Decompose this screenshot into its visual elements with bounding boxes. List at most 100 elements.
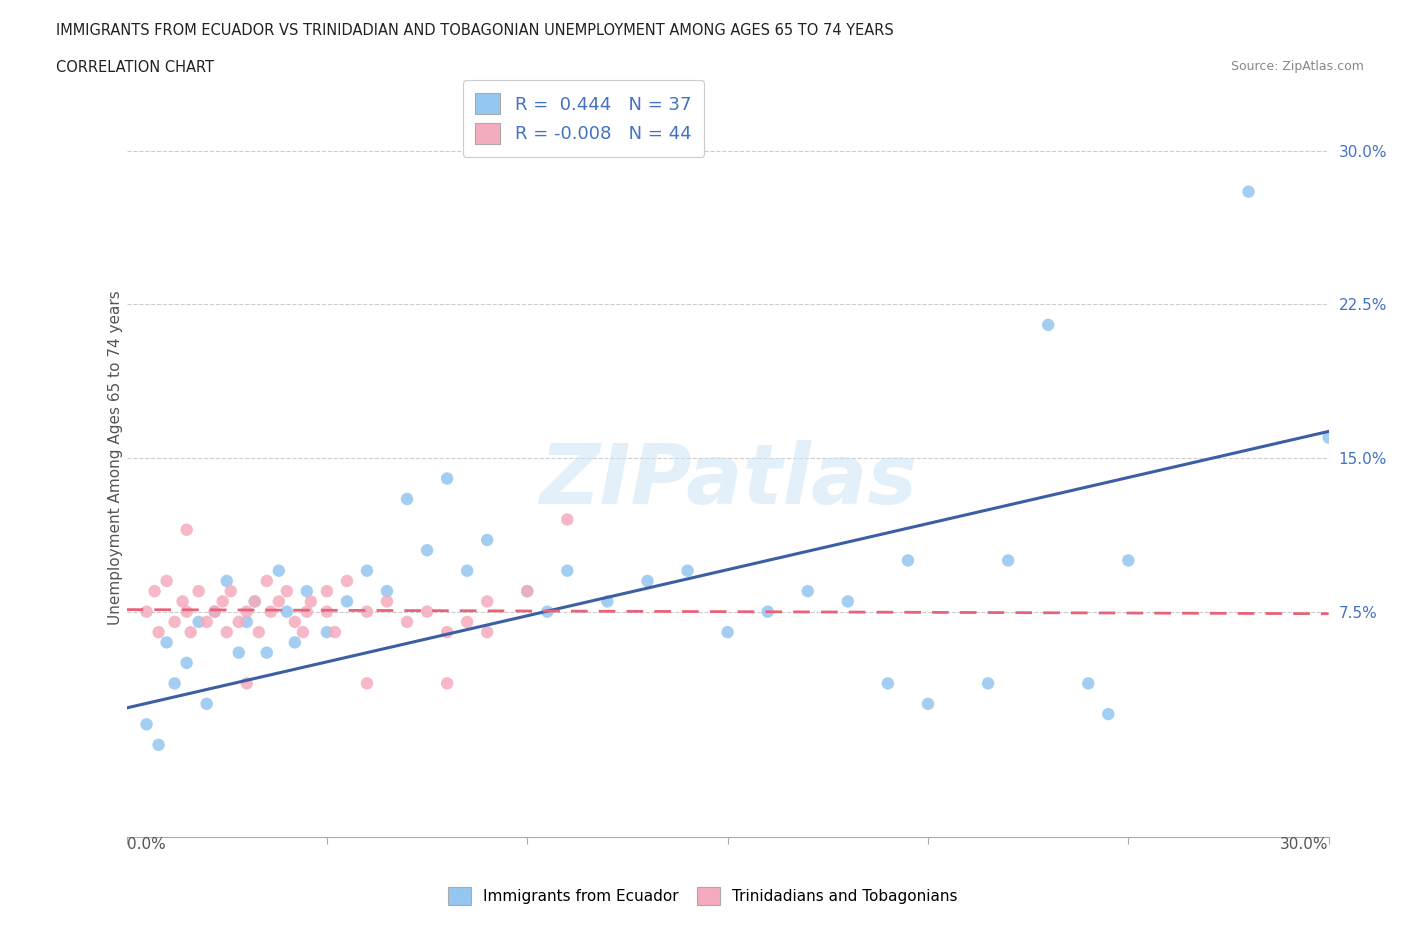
Point [299, 594, 322, 609]
Point [291, 625, 314, 640]
Point [163, 615, 186, 630]
Point [187, 615, 209, 630]
Point [235, 615, 259, 630]
Point [235, 604, 259, 619]
Point [267, 594, 290, 609]
Point [396, 492, 419, 507]
Point [536, 604, 558, 619]
Point [295, 584, 318, 599]
Point [243, 594, 266, 609]
Point [315, 604, 337, 619]
Point [456, 615, 478, 630]
Point [247, 625, 270, 640]
Point [1317, 430, 1340, 445]
Point [475, 625, 498, 640]
Point [877, 676, 900, 691]
Point [235, 676, 259, 691]
Point [204, 604, 226, 619]
Point [336, 574, 359, 589]
Point [997, 553, 1019, 568]
Point [187, 584, 209, 599]
Point [356, 676, 378, 691]
Point [284, 635, 307, 650]
Point [436, 676, 458, 691]
Point [211, 594, 233, 609]
Point [977, 676, 1000, 691]
Point [195, 697, 218, 711]
Text: 0.0%: 0.0% [127, 837, 166, 852]
Point [336, 594, 359, 609]
Point [155, 574, 177, 589]
Point [716, 625, 740, 640]
Point [396, 615, 419, 630]
Point [176, 656, 198, 671]
Point [135, 717, 157, 732]
Point [315, 625, 337, 640]
Point [180, 625, 202, 640]
Point [636, 574, 658, 589]
Point [256, 645, 278, 660]
Point [260, 604, 283, 619]
Legend: Immigrants from Ecuador, Trinidadians and Tobagonians: Immigrants from Ecuador, Trinidadians an… [441, 882, 965, 911]
Point [284, 615, 307, 630]
Point [215, 625, 238, 640]
Point [416, 604, 439, 619]
Point [276, 604, 298, 619]
Point [155, 635, 177, 650]
Point [516, 584, 538, 599]
Point [148, 625, 170, 640]
Text: IMMIGRANTS FROM ECUADOR VS TRINIDADIAN AND TOBAGONIAN UNEMPLOYMENT AMONG AGES 65: IMMIGRANTS FROM ECUADOR VS TRINIDADIAN A… [56, 23, 894, 38]
Point [315, 584, 337, 599]
Point [219, 584, 242, 599]
Point [516, 584, 538, 599]
Point [557, 512, 579, 527]
Point [676, 564, 699, 578]
Point [135, 604, 157, 619]
Point [416, 543, 439, 558]
Text: Source: ZipAtlas.com: Source: ZipAtlas.com [1230, 60, 1364, 73]
Point [475, 594, 498, 609]
Point [796, 584, 818, 599]
Point [195, 615, 218, 630]
Point [1038, 317, 1060, 332]
Point [323, 625, 346, 640]
Point [256, 574, 278, 589]
Legend: R =  0.444   N = 37, R = -0.008   N = 44: R = 0.444 N = 37, R = -0.008 N = 44 [463, 81, 704, 156]
Point [897, 553, 920, 568]
Point [163, 676, 186, 691]
Point [176, 604, 198, 619]
Point [375, 584, 398, 599]
Point [1118, 553, 1140, 568]
Y-axis label: Unemployment Among Ages 65 to 74 years: Unemployment Among Ages 65 to 74 years [108, 291, 122, 625]
Point [475, 533, 498, 548]
Point [295, 604, 318, 619]
Point [176, 523, 198, 538]
Point [436, 472, 458, 486]
Point [756, 604, 779, 619]
Point [356, 604, 378, 619]
Point [228, 615, 250, 630]
Point [243, 594, 266, 609]
Text: CORRELATION CHART: CORRELATION CHART [56, 60, 214, 75]
Point [837, 594, 859, 609]
Text: 30.0%: 30.0% [1281, 837, 1329, 852]
Point [276, 584, 298, 599]
Point [596, 594, 619, 609]
Point [1097, 707, 1119, 722]
Point [204, 604, 226, 619]
Point [172, 594, 194, 609]
Point [1237, 184, 1260, 199]
Point [456, 564, 478, 578]
Point [375, 594, 398, 609]
Point [1077, 676, 1099, 691]
Point [228, 645, 250, 660]
Point [215, 574, 238, 589]
Point [436, 625, 458, 640]
Point [267, 564, 290, 578]
Point [356, 564, 378, 578]
Point [917, 697, 939, 711]
Point [143, 584, 166, 599]
Point [557, 564, 579, 578]
Point [148, 737, 170, 752]
Text: ZIPatlas: ZIPatlas [538, 440, 917, 521]
